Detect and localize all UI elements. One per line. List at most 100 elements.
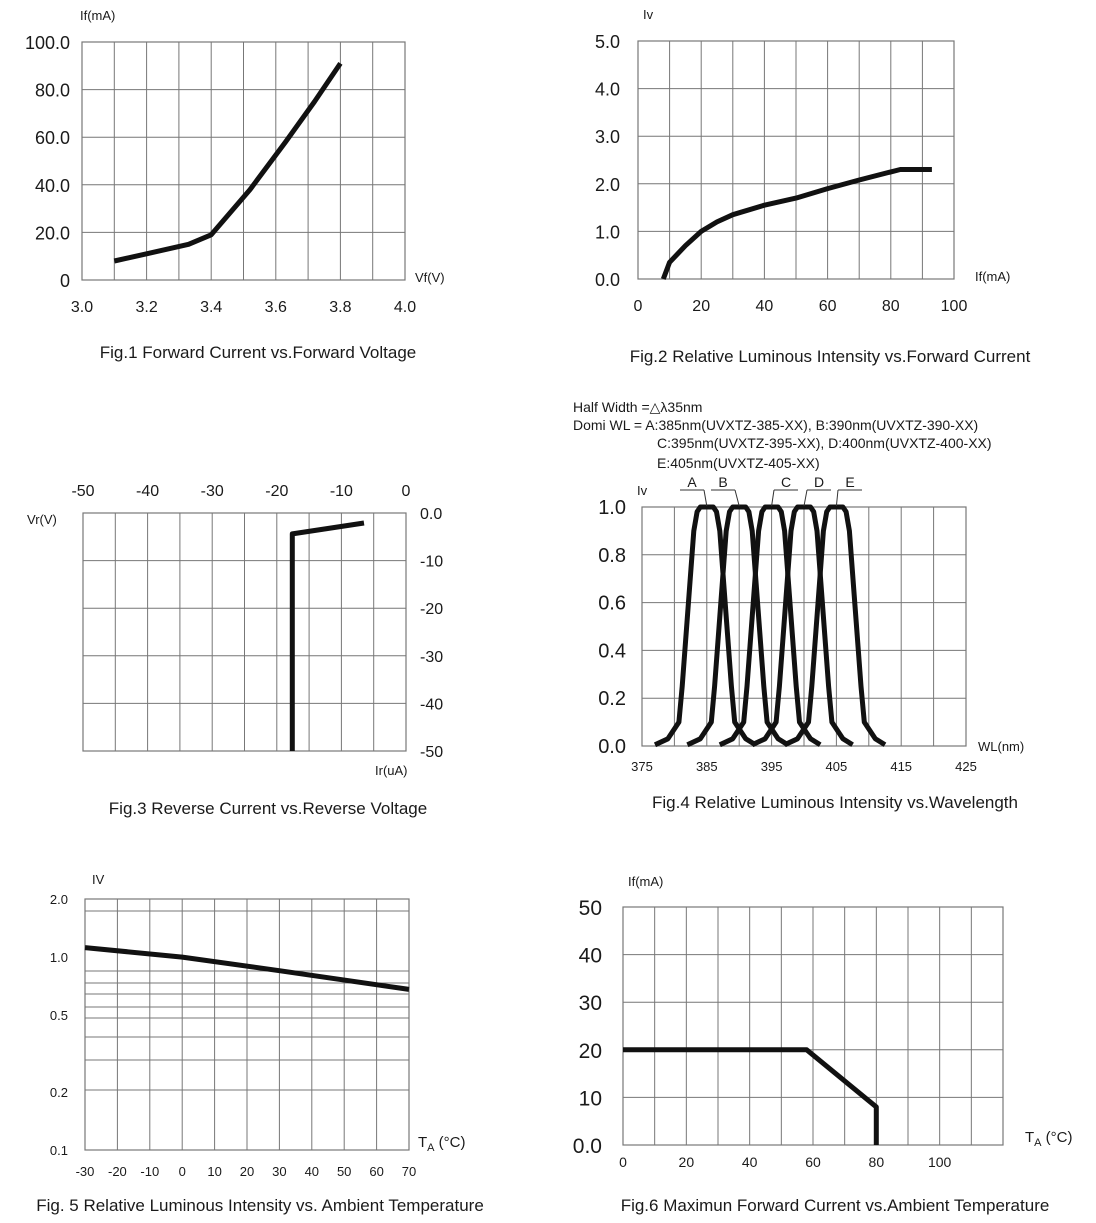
y-tick-label: 0.1 <box>50 1143 68 1158</box>
y-tick-label: 100.0 <box>25 33 70 53</box>
series-line-E <box>783 504 887 748</box>
x-tick-label: 20 <box>692 298 710 315</box>
chart-title: Fig.1 Forward Current vs.Forward Voltage <box>100 343 417 362</box>
chart-title: Fig. 5 Relative Luminous Intensity vs. A… <box>36 1196 484 1215</box>
x-tick-label: 3.8 <box>329 299 351 316</box>
y-tick-label: 80.0 <box>35 81 70 101</box>
label-leader-line <box>771 489 775 507</box>
x-tick-label: -20 <box>265 483 288 500</box>
x-axis-label: Ir(uA) <box>375 763 408 778</box>
y-tick-label: 0.5 <box>50 1008 68 1023</box>
plot-frame <box>622 906 1004 1146</box>
x-tick-label: 3.2 <box>135 299 157 316</box>
series-line <box>84 945 410 992</box>
x-tick-label: 50 <box>337 1164 351 1179</box>
x-tick-label: 100 <box>941 298 968 315</box>
series-line-D <box>751 504 854 748</box>
label-leader-line <box>803 489 808 507</box>
y-tick-label: 2.0 <box>595 175 620 195</box>
chart-title: Fig.3 Reverse Current vs.Reverse Voltage <box>109 799 427 818</box>
y-tick-label: 0.0 <box>598 736 626 758</box>
annotation-text: E:405nm(UVXTZ-405-XX) <box>657 455 820 471</box>
x-tick-label: -30 <box>76 1164 95 1179</box>
series-label-E: E <box>845 474 854 490</box>
y-tick-label: 1.0 <box>598 497 626 519</box>
y-tick-label: 20.0 <box>35 223 70 243</box>
y-tick-label: 0.4 <box>598 640 626 662</box>
x-tick-label: 3.0 <box>71 299 93 316</box>
chart-title: Fig.6 Maximun Forward Current vs.Ambient… <box>621 1196 1050 1215</box>
x-axis-label: Vf(V) <box>415 270 445 285</box>
x-axis-label-subscript: A <box>1034 1137 1042 1149</box>
label-leader-line <box>835 489 839 507</box>
x-axis-label: If(mA) <box>975 269 1010 284</box>
x-tick-label: 30 <box>272 1164 286 1179</box>
annotation-text: C:395nm(UVXTZ-395-XX), D:400nm(UVXTZ-400… <box>657 435 992 451</box>
chart-6: 0.0 10 20 30 40 50 0 20 40 60 80 100 TA (°C) If(mA) Fi… <box>573 874 1073 1215</box>
y-tick-label: -10 <box>420 554 443 571</box>
x-tick-label: 0 <box>634 298 643 315</box>
annotation-text: Half Width =△λ35nm <box>573 399 702 415</box>
chart-4: 0.0 0.2 0.4 0.6 0.8 1.0 375 385 395 405 415 425WL(n… <box>573 399 1024 812</box>
series-label-C: C <box>781 474 791 490</box>
series-label-D: D <box>814 474 824 490</box>
y-tick-label: 2.0 <box>50 892 68 907</box>
y-axis-label: Iv <box>643 7 654 22</box>
x-tick-label: 60 <box>805 1154 821 1170</box>
series-line <box>623 1047 879 1145</box>
x-tick-label: 80 <box>882 298 900 315</box>
x-tick-label: 3.4 <box>200 299 222 316</box>
y-tick-label: 4.0 <box>595 80 620 100</box>
y-tick-label: 20 <box>579 1040 602 1063</box>
y-axis-label: Vr(V) <box>27 512 57 527</box>
y-tick-label: 1.0 <box>50 950 68 965</box>
x-tick-label: 0 <box>619 1154 627 1170</box>
plot-frame <box>81 41 406 281</box>
x-tick-label: 80 <box>869 1154 885 1170</box>
x-tick-label: 415 <box>890 759 912 774</box>
label-leader-line <box>734 489 740 507</box>
x-axis-label-unit: (°C) <box>435 1134 466 1151</box>
x-tick-label: -20 <box>108 1164 127 1179</box>
y-tick-label: -30 <box>420 649 443 666</box>
y-tick-label: 5.0 <box>595 32 620 52</box>
y-tick-label: 0.6 <box>598 593 626 615</box>
chart-2: 0.0 1.0 2.0 3.0 4.0 5.0 0 20 40 60 80 100 If(mA) Iv Fi… <box>595 7 1031 366</box>
series-line <box>289 520 365 751</box>
x-tick-label: 385 <box>696 759 718 774</box>
x-axis-label-unit: (°C) <box>1042 1129 1073 1146</box>
y-axis-label: If(mA) <box>628 874 663 889</box>
plot-frame <box>84 898 410 1151</box>
plot-frame <box>637 40 955 280</box>
plot-frame <box>82 512 407 752</box>
y-tick-label: 0 <box>60 271 70 291</box>
y-tick-label: 1.0 <box>595 222 620 242</box>
x-tick-label: -40 <box>136 483 159 500</box>
y-tick-label: 50 <box>579 897 602 920</box>
x-tick-label: 0 <box>402 483 411 500</box>
x-axis-label-symbol: T <box>1025 1129 1034 1146</box>
x-tick-label: 40 <box>305 1164 319 1179</box>
chart-title: Fig.4 Relative Luminous Intensity vs.Wav… <box>652 793 1018 812</box>
x-axis-label: TA (°C) <box>1025 1129 1073 1149</box>
x-tick-label: -30 <box>201 483 224 500</box>
y-tick-label: 0.0 <box>595 270 620 290</box>
series-label-A: A <box>687 474 697 490</box>
x-tick-label: 375 <box>631 759 653 774</box>
x-tick-label: 100 <box>928 1154 952 1170</box>
annotation-text: Domi WL = A:385nm(UVXTZ-385-XX), B:390nm… <box>573 417 978 433</box>
y-tick-label: 0.0 <box>573 1135 602 1158</box>
chart-3: 0.0 -10 -20 -30 -40 -50 -50 -40 -30 -20 -10 0 Ir(uA)… <box>27 483 443 818</box>
x-tick-label: 40 <box>756 298 774 315</box>
series-label-B: B <box>718 474 727 490</box>
label-leader-line <box>703 489 708 507</box>
x-axis-label: TA (°C) <box>418 1134 466 1154</box>
series-line <box>113 61 343 264</box>
x-tick-label: 20 <box>679 1154 695 1170</box>
y-axis-label: Iv <box>637 483 648 498</box>
chart-1: 0 20.0 40.0 60.0 80.0 100.0 3.0 3.2 3.4 3.6 3.8 4.0… <box>25 8 445 362</box>
x-axis-label: WL(nm) <box>978 739 1024 754</box>
x-tick-label: 395 <box>761 759 783 774</box>
x-tick-label: -10 <box>330 483 353 500</box>
x-tick-label: 40 <box>742 1154 758 1170</box>
